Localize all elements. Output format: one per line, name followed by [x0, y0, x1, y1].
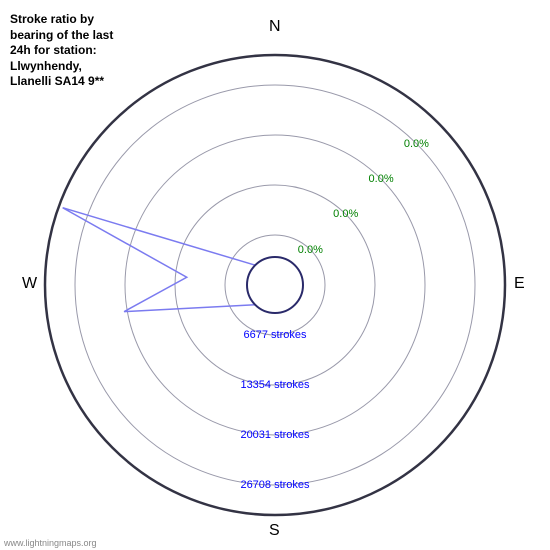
- ring-top-label-3: 0.0%: [404, 138, 429, 150]
- ring-bottom-label-2: 20031 strokes: [240, 429, 309, 441]
- compass-n: N: [269, 18, 281, 36]
- chart-title: Stroke ratio by bearing of the last 24h …: [10, 12, 120, 90]
- center-circle: [247, 257, 303, 313]
- ring-top-label-2: 0.0%: [369, 173, 394, 185]
- ring-top-label-1: 0.0%: [333, 208, 358, 220]
- compass-s: S: [269, 522, 280, 540]
- compass-e: E: [514, 275, 525, 293]
- compass-w: W: [22, 275, 37, 293]
- ring-top-label-0: 0.0%: [298, 244, 323, 256]
- footer-text: www.lightningmaps.org: [4, 538, 97, 548]
- ring-bottom-label-1: 13354 strokes: [240, 379, 309, 391]
- ring-bottom-label-0: 6677 strokes: [244, 329, 307, 341]
- ring-bottom-label-3: 26708 strokes: [240, 479, 309, 491]
- polar-chart-container: Stroke ratio by bearing of the last 24h …: [0, 0, 550, 550]
